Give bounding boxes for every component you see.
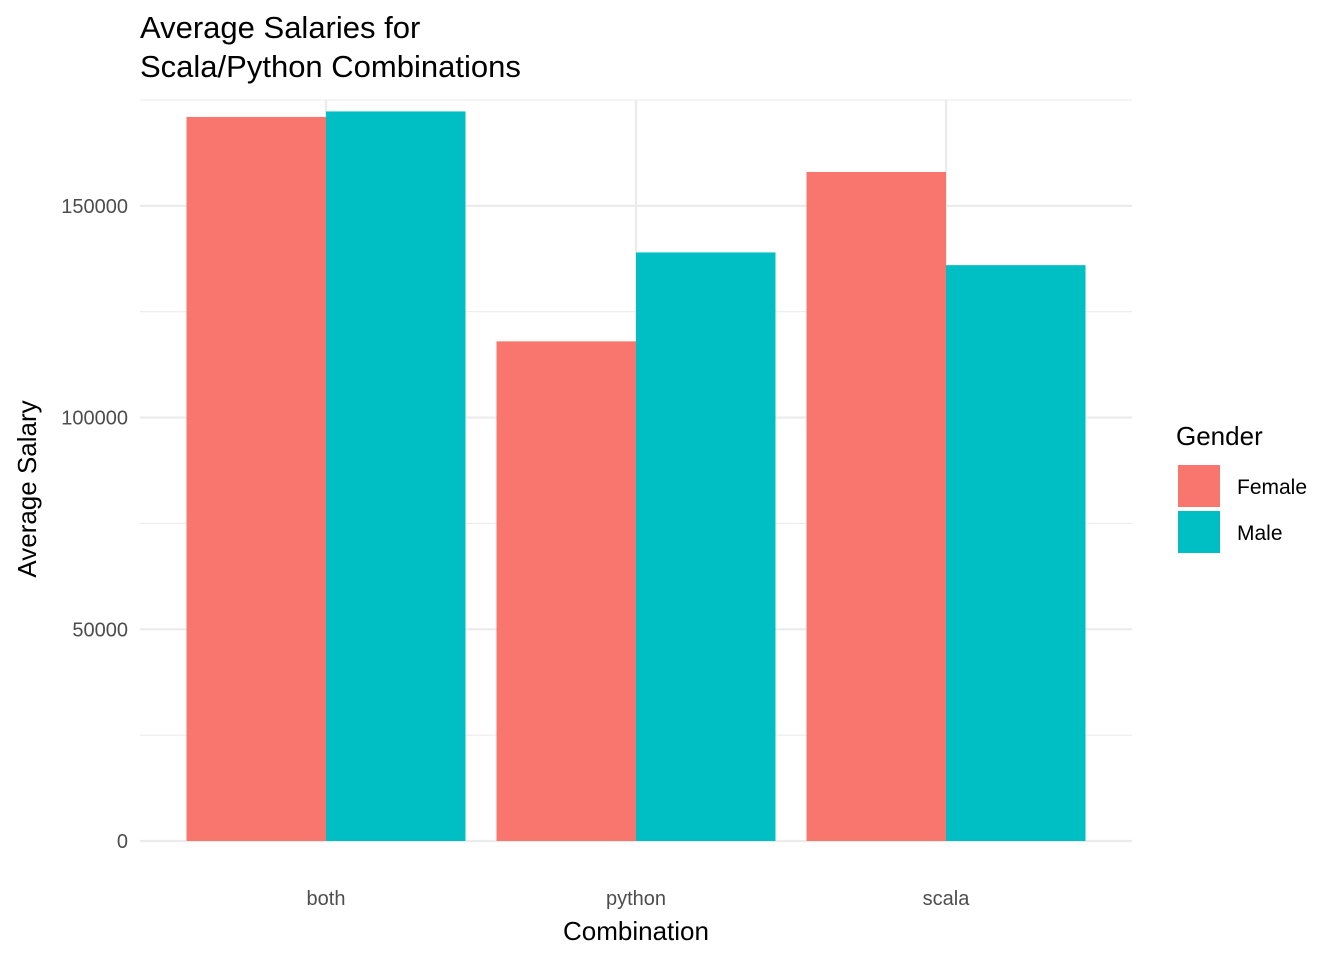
x-tick-label: scala bbox=[923, 888, 971, 910]
y-tick-label: 150000 bbox=[61, 196, 128, 218]
bar-both-male bbox=[326, 111, 466, 842]
x-tick-label: both bbox=[307, 888, 346, 910]
legend-label-male: Male bbox=[1237, 522, 1283, 545]
bar-python-male bbox=[636, 252, 776, 842]
x-tick-label: python bbox=[606, 888, 666, 910]
legend-swatch-female bbox=[1178, 465, 1220, 507]
chart-title-line-2: Scala/Python Combinations bbox=[140, 49, 521, 84]
legend-title: Gender bbox=[1176, 421, 1263, 451]
x-axis-title: Combination bbox=[563, 916, 709, 946]
y-tick-label: 50000 bbox=[72, 619, 128, 641]
legend-label-female: Female bbox=[1237, 476, 1307, 499]
bar-both-female bbox=[186, 116, 326, 842]
legend: Gender Female Male bbox=[1176, 421, 1307, 553]
y-tick-label: 0 bbox=[117, 831, 128, 853]
bar-python-female bbox=[496, 341, 636, 841]
y-tick-label: 100000 bbox=[61, 408, 128, 430]
axis-layer: 0 50000 100000 150000 both python scala bbox=[61, 196, 970, 910]
legend-swatch-male bbox=[1178, 511, 1220, 553]
bar-scala-female bbox=[806, 171, 946, 842]
bar-scala-male bbox=[946, 265, 1086, 841]
y-axis-title: Average Salary bbox=[12, 400, 42, 577]
bars-layer bbox=[186, 111, 1086, 842]
chart-title-line-1: Average Salaries for bbox=[140, 10, 420, 45]
